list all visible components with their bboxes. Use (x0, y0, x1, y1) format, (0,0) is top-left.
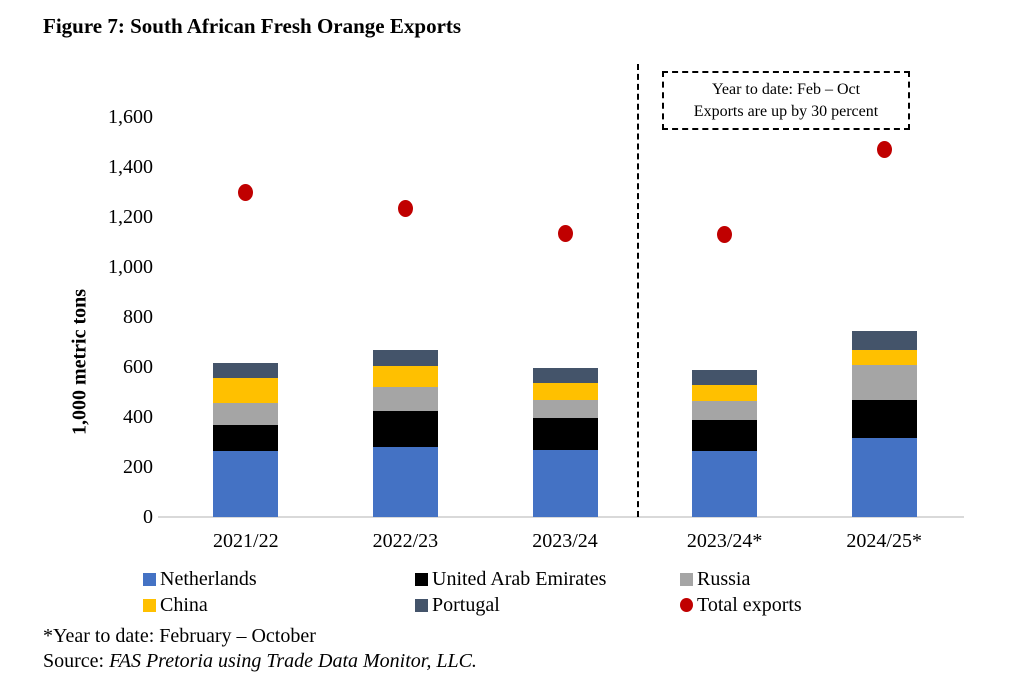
legend-label: China (160, 593, 208, 616)
bar-segment-portugal (372, 349, 438, 366)
bar-segment-russia (851, 364, 917, 400)
legend-square-marker (143, 598, 156, 612)
legend-square-marker (680, 572, 693, 586)
x-category-label: 2023/24* (686, 530, 763, 552)
source-line: Source: FAS Pretoria using Trade Data Mo… (43, 650, 477, 673)
x-category-label: 2024/25* (846, 530, 922, 552)
source-text: FAS Pretoria using Trade Data Monitor, L… (109, 650, 477, 672)
bar-segment-china (213, 378, 279, 404)
bar-segment-portugal (532, 368, 598, 384)
annotation-box: Year to date: Feb – Oct Exports are up b… (662, 71, 910, 130)
x-category-label: 2023/24 (532, 530, 598, 552)
legend-item-total-exports: Total exports (680, 593, 802, 616)
total-exports-dot (717, 226, 733, 243)
y-tick-label: 1,200 (108, 206, 153, 228)
legend-label: Russia (697, 567, 751, 590)
legend-square-marker (143, 572, 156, 586)
bar-segment-china (532, 383, 598, 400)
total-exports-dot (876, 141, 892, 158)
bar-segment-portugal (851, 330, 917, 350)
source-prefix: Source: (43, 650, 110, 672)
y-tick-label: 400 (123, 406, 153, 428)
y-tick-label: 800 (123, 306, 153, 328)
bar-segment-netherlands (213, 450, 279, 517)
x-category-label: 2021/22 (213, 530, 279, 552)
legend-circle-marker (680, 598, 693, 612)
legend-label: Portugal (432, 593, 500, 616)
bar-segment-china (851, 349, 917, 365)
footnote: *Year to date: February – October (43, 625, 316, 647)
legend-item-portugal: Portugal (415, 593, 500, 616)
bar-segment-united-arab-emirates (532, 418, 598, 450)
annotation-line-1: Year to date: Feb – Oct (711, 80, 861, 98)
legend-item-netherlands: Netherlands (143, 567, 257, 590)
y-tick-label: 600 (123, 356, 153, 378)
bar-segment-china (372, 365, 438, 387)
bar-segment-russia (532, 399, 598, 419)
total-exports-dot (557, 224, 573, 242)
legend-item-china: China (143, 593, 208, 616)
total-exports-dot (397, 199, 413, 217)
bar-segment-netherlands (692, 450, 758, 517)
bar-segment-china (692, 384, 758, 401)
bar-segment-russia (372, 387, 438, 411)
y-tick-label: 1,600 (108, 106, 153, 128)
bar-segment-netherlands (851, 438, 917, 517)
bar-segment-united-arab-emirates (213, 424, 279, 451)
legend-square-marker (415, 598, 428, 612)
bar-segment-russia (213, 403, 279, 425)
legend-label: Total exports (697, 593, 802, 616)
bar-segment-united-arab-emirates (692, 419, 758, 451)
bar-segment-portugal (692, 369, 758, 385)
annotation-line-2: Exports are up by 30 percent (693, 102, 879, 120)
figure-title: Figure 7: South African Fresh Orange Exp… (43, 14, 462, 38)
x-axis-line (158, 516, 964, 518)
legend-square-marker (415, 572, 428, 586)
legend-item-united-arab-emirates: United Arab Emirates (415, 567, 607, 590)
bar-segment-russia (692, 400, 758, 420)
bar-segment-netherlands (532, 449, 598, 517)
total-exports-dot (238, 183, 254, 201)
y-tick-label: 0 (143, 506, 153, 528)
bar-segment-united-arab-emirates (851, 399, 917, 439)
legend-label: United Arab Emirates (432, 567, 607, 590)
bar-segment-united-arab-emirates (372, 410, 438, 447)
bar-segment-netherlands (372, 447, 438, 517)
x-category-label: 2022/23 (372, 530, 439, 552)
y-tick-label: 1,000 (108, 256, 153, 278)
y-tick-label: 1,400 (108, 156, 153, 178)
bar-segment-portugal (213, 363, 279, 379)
legend-item-russia: Russia (680, 567, 751, 590)
ytd-separator-dashed-line (637, 64, 639, 517)
legend-label: Netherlands (160, 567, 257, 590)
y-tick-label: 200 (123, 456, 153, 478)
